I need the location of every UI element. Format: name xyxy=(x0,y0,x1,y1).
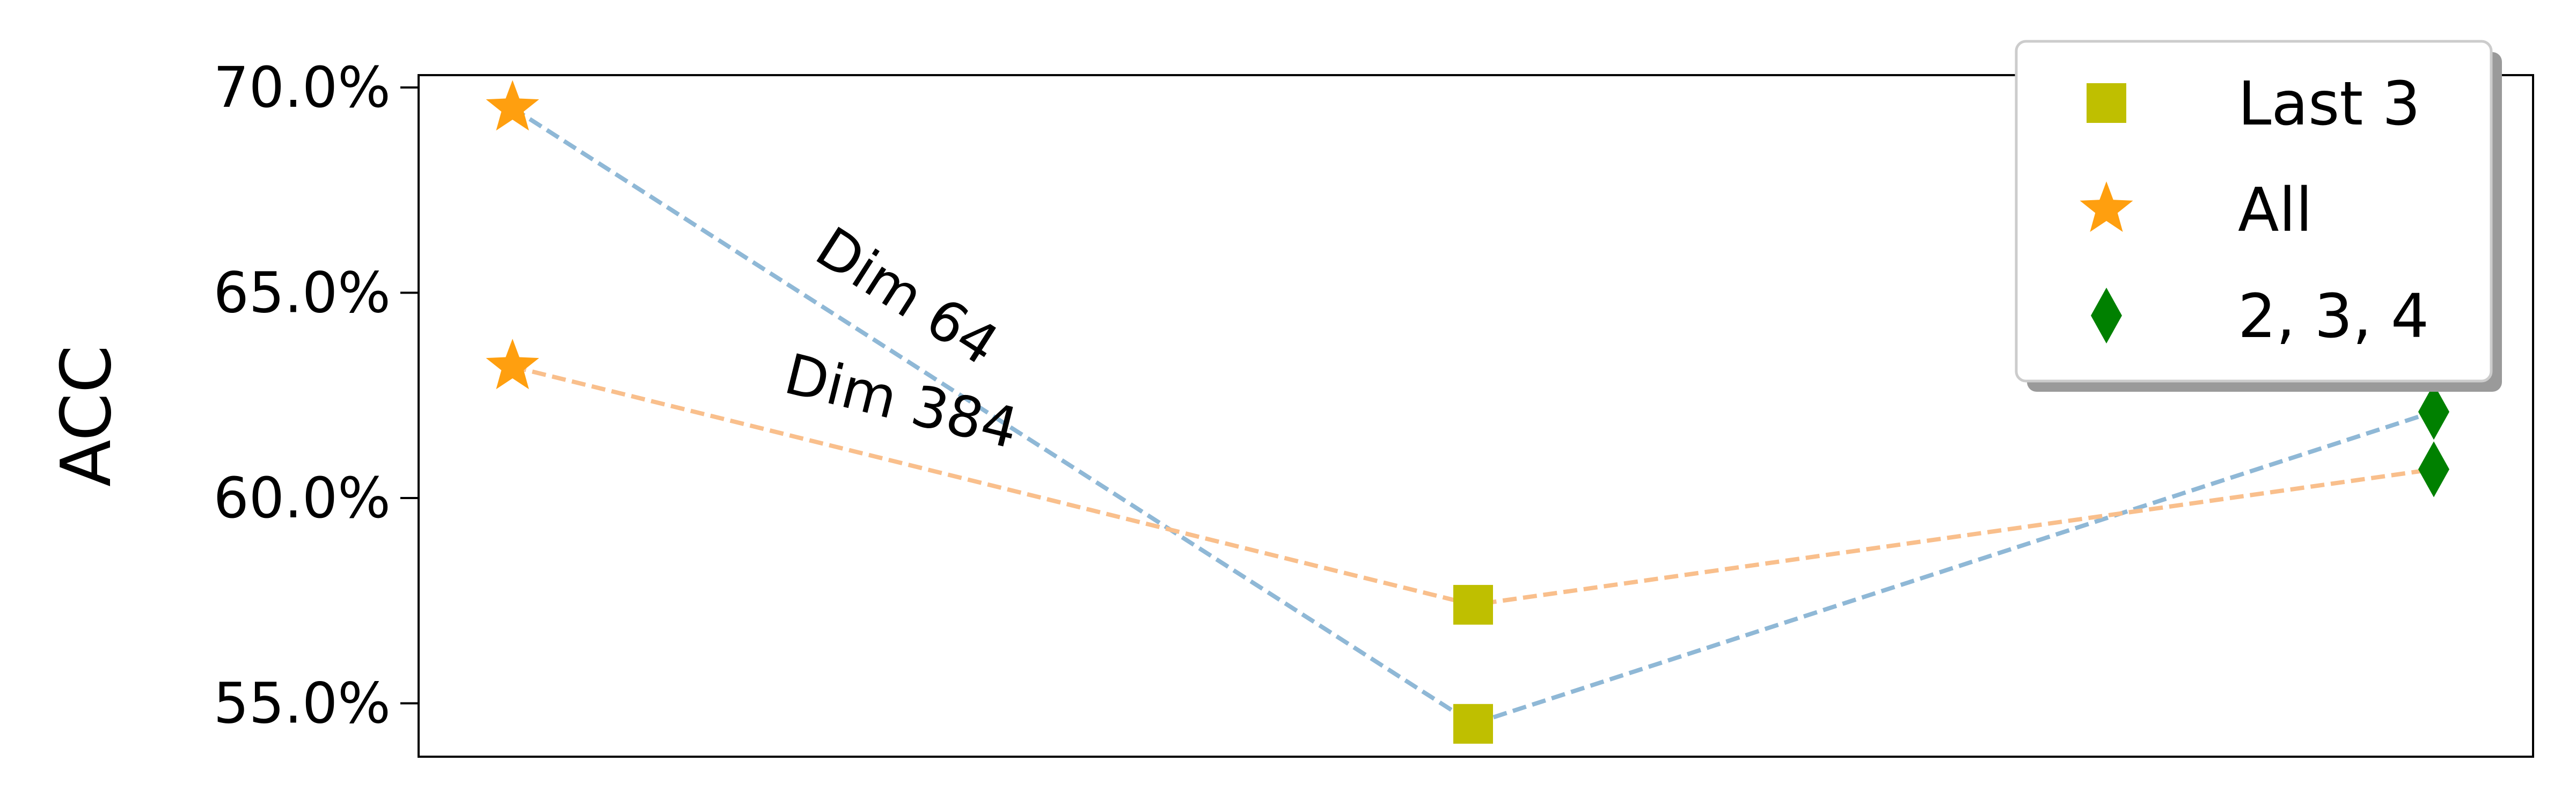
legend-marker-square xyxy=(2087,83,2126,123)
legend-marker-star xyxy=(2080,181,2133,232)
y-tick-label: 55.0% xyxy=(214,671,391,736)
legend: Last 3 All 2, 3, 4 xyxy=(2015,40,2502,392)
y-tick-label: 65.0% xyxy=(214,260,391,325)
series-line-dim-64 xyxy=(511,106,2435,727)
legend-box xyxy=(2015,40,2493,383)
y-tick-label: 60.0% xyxy=(214,465,391,531)
y-tick-label: 70.0% xyxy=(214,55,391,120)
legend-label: 2, 3, 4 xyxy=(2238,282,2429,352)
y-axis-label: ACC xyxy=(47,345,127,487)
data-point-star xyxy=(486,80,539,131)
data-point-diamond xyxy=(2418,384,2449,440)
data-point-square xyxy=(1453,584,1493,625)
data-point-star xyxy=(486,339,539,390)
y-axis: 55.0% 60.0% 65.0% 70.0% ACC xyxy=(47,55,419,736)
plot-frame xyxy=(418,74,2534,758)
data-point-diamond xyxy=(2418,441,2449,497)
legend-marker-diamond xyxy=(2091,288,2122,343)
data-point-square xyxy=(1453,704,1493,744)
legend-label: Last 3 xyxy=(2238,69,2420,139)
legend-label: All xyxy=(2238,175,2312,245)
